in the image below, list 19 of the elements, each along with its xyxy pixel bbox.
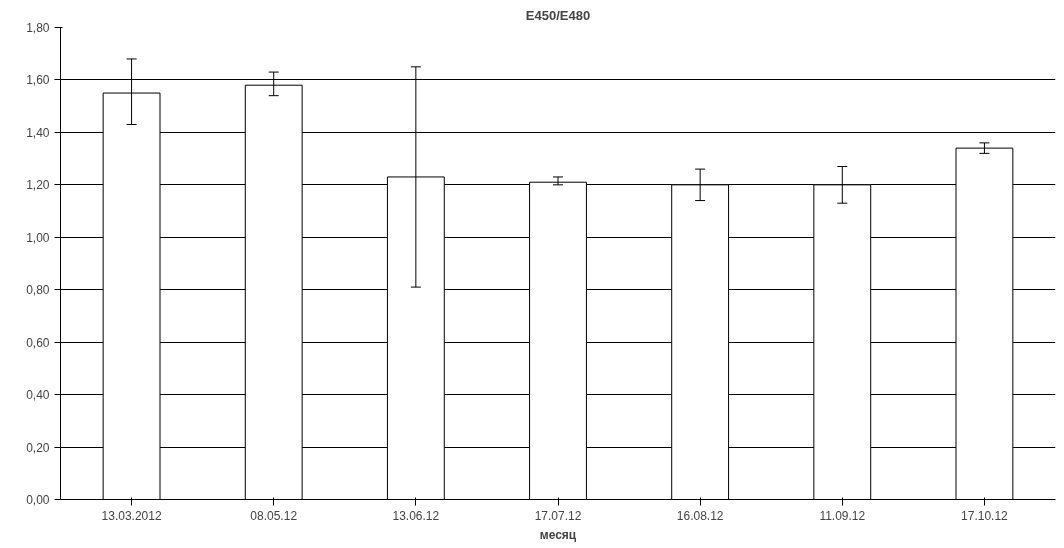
y-tick-label: 0,60 xyxy=(26,335,50,350)
y-tick-label: 0,20 xyxy=(26,440,50,455)
y-tick-label: 1,20 xyxy=(26,178,50,193)
x-tick-label: 08.05.12 xyxy=(250,508,298,523)
chart-title: E450/E480 xyxy=(525,7,591,23)
x-tick-label: 13.03.2012 xyxy=(101,508,162,523)
y-tick-label: 1,00 xyxy=(26,230,50,245)
x-tick-label: 11.09.12 xyxy=(819,508,866,523)
x-tick-label: 17.07.12 xyxy=(534,508,582,523)
y-tick-label: 1,40 xyxy=(26,125,50,140)
x-axis-title: месяц xyxy=(539,527,577,542)
y-tick-label: 1,60 xyxy=(26,73,50,88)
y-tick-label: 0,40 xyxy=(26,388,50,403)
y-tick-label: 1,80 xyxy=(26,21,50,35)
y-tick-label: 0,80 xyxy=(26,283,50,298)
y-tick-label: 0,00 xyxy=(26,493,50,507)
x-tick-label: 16.08.12 xyxy=(676,508,724,523)
x-tick-label: 13.06.12 xyxy=(392,508,440,523)
x-tick-label: 17.10.12 xyxy=(961,508,1009,523)
